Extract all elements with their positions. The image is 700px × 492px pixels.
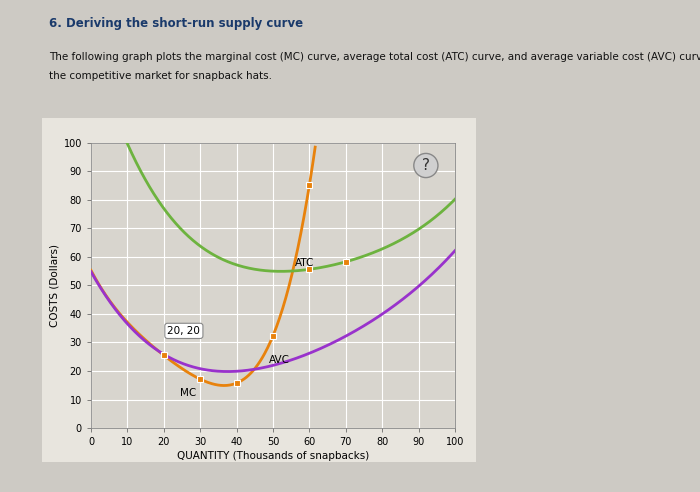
Text: ?: ? [422, 158, 430, 173]
Text: MC: MC [181, 388, 197, 398]
Y-axis label: COSTS (Dollars): COSTS (Dollars) [50, 244, 60, 327]
Text: 6. Deriving the short-run supply curve: 6. Deriving the short-run supply curve [49, 17, 303, 30]
X-axis label: QUANTITY (Thousands of snapbacks): QUANTITY (Thousands of snapbacks) [177, 451, 369, 461]
Text: 20, 20: 20, 20 [167, 326, 200, 336]
Text: ATC: ATC [295, 258, 314, 268]
Text: the competitive market for snapback hats.: the competitive market for snapback hats… [49, 71, 272, 81]
Text: AVC: AVC [270, 355, 290, 365]
Text: The following graph plots the marginal cost (MC) curve, average total cost (ATC): The following graph plots the marginal c… [49, 52, 700, 62]
